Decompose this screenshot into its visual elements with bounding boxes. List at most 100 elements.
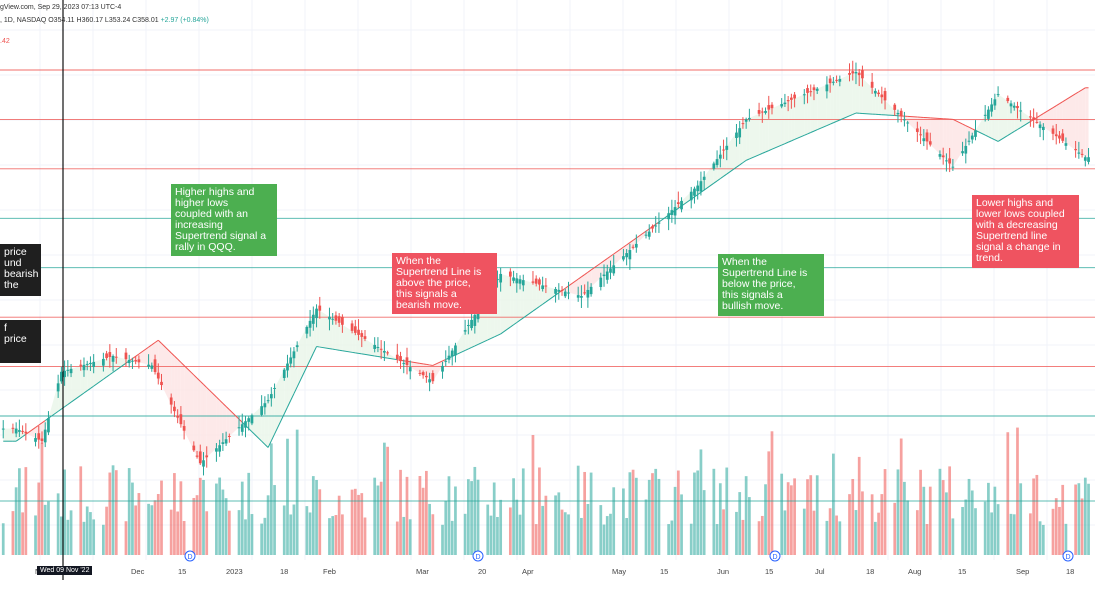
annotation-left-bottom: f price (0, 320, 41, 363)
candle-body (11, 427, 15, 429)
header-change: +2.97 (+0.84%) (158, 17, 209, 24)
supertrend-segment (261, 440, 266, 445)
supertrend-fill (949, 119, 953, 167)
supertrend-segment (1081, 87, 1086, 91)
volume-bar (418, 476, 422, 555)
volume-bar (586, 504, 590, 555)
candlesticks (1, 60, 1090, 476)
candle-body (1077, 152, 1081, 154)
supertrend-segment (290, 393, 295, 401)
candle-body (173, 406, 176, 412)
supertrend-fill (355, 332, 359, 354)
volume-bar (928, 486, 932, 555)
candle-body (880, 94, 884, 98)
volume-bar (983, 501, 987, 555)
candle-body (725, 145, 729, 150)
supertrend-fill (510, 276, 514, 328)
volume-bar (919, 469, 922, 555)
volume-bar (1077, 483, 1081, 555)
volume-bar (945, 492, 948, 555)
candle-body (563, 291, 567, 297)
supertrend-fill (994, 94, 999, 142)
supertrend-fill (804, 92, 808, 136)
supertrend-segment (248, 428, 253, 433)
volume-bar (182, 520, 186, 555)
candle-body (260, 406, 264, 415)
supertrend-fill (203, 384, 207, 461)
volume-bar (150, 505, 154, 555)
supertrend-segment (377, 356, 382, 358)
candle-body (43, 429, 47, 443)
candle-body (964, 145, 968, 154)
supertrend-segment (309, 353, 314, 361)
supertrend-segment (264, 443, 269, 448)
supertrend-fill (316, 308, 320, 348)
volume-bar (318, 489, 322, 555)
supertrend-fill (762, 110, 766, 154)
volume-bar (802, 508, 806, 555)
candle-body (790, 97, 793, 100)
candle-body (383, 351, 386, 353)
supertrend-fill (1062, 99, 1066, 144)
supertrend-fill (542, 285, 546, 305)
supertrend-segment (267, 440, 272, 448)
supertrend-segment (532, 308, 537, 312)
x-tick-label: 15 (958, 567, 967, 576)
candle-body (1051, 128, 1055, 134)
volume-bar (712, 468, 716, 555)
candle-body (896, 113, 900, 115)
annotation-line-below: When the Supertrend Line is below the pr… (718, 254, 824, 316)
volume-bar (82, 521, 86, 555)
volume-bar (405, 476, 409, 555)
supertrend-fill (817, 84, 827, 130)
supertrend-fill (67, 368, 72, 405)
volume-bar (289, 514, 293, 555)
supertrend-segment (784, 141, 789, 145)
candle-body (215, 448, 218, 452)
supertrend-fill (658, 213, 669, 223)
supertrend-segment (293, 386, 298, 394)
volume-bar (790, 485, 793, 555)
candle-body (748, 117, 751, 120)
volume-bar (192, 497, 196, 555)
candle-body (554, 288, 557, 294)
candle-body (63, 370, 66, 378)
supertrend-segment (442, 359, 446, 362)
candle-body (47, 418, 50, 433)
volume-bar (835, 515, 838, 555)
candle-body (877, 92, 880, 95)
supertrend-fill (41, 420, 46, 442)
supertrend-segment (1039, 113, 1044, 117)
supertrend-fill (497, 273, 501, 336)
volume-bar (431, 514, 435, 555)
volume-bar (518, 514, 522, 555)
volume-bar (896, 469, 900, 555)
supertrend-segment (70, 394, 82, 403)
volume-bar (1, 523, 5, 555)
supertrend-fill (174, 356, 178, 418)
candle-body (496, 279, 499, 281)
supertrend-segment (965, 125, 970, 128)
candle-body (160, 381, 163, 386)
supertrend-segment (216, 396, 220, 401)
supertrend-segment (545, 294, 556, 303)
supertrend-segment (423, 363, 427, 365)
volume-bar (499, 499, 503, 555)
volume-bar (43, 504, 47, 555)
volume-bar (625, 518, 629, 555)
volume-bar (1074, 484, 1077, 555)
volume-bar (470, 481, 473, 555)
candle-body (589, 286, 593, 295)
supertrend-segment (306, 359, 311, 367)
supertrend-fill (784, 101, 789, 144)
supertrend-segment (157, 339, 162, 344)
volume-bar (676, 470, 680, 555)
candle-body (622, 256, 625, 260)
supertrend-segment (1030, 119, 1034, 122)
volume-bar (441, 524, 444, 555)
volume-bar (857, 456, 861, 555)
volume-bar (651, 473, 654, 555)
candle-body (286, 363, 289, 371)
supertrend-fill (833, 80, 837, 123)
volume-bar (153, 500, 157, 555)
